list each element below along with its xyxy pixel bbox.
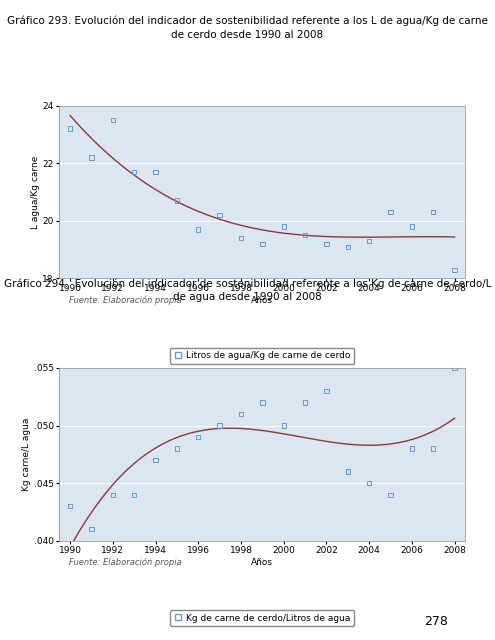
- Point: [195, 432, 202, 442]
- X-axis label: Años: Años: [251, 558, 273, 567]
- Point: [429, 207, 437, 218]
- Point: [387, 207, 395, 218]
- Point: [408, 221, 416, 232]
- Point: [365, 236, 373, 246]
- Point: [151, 167, 159, 177]
- Point: [66, 501, 74, 511]
- Point: [387, 490, 395, 500]
- Point: [322, 386, 330, 396]
- Point: [173, 444, 181, 454]
- Point: [365, 478, 373, 488]
- Point: [173, 196, 181, 206]
- Point: [151, 455, 159, 465]
- Y-axis label: L agua/Kg carne: L agua/Kg carne: [31, 156, 40, 228]
- Text: Gráfico 294.  Evolución del indicador de sostenibilidad referente a los Kg de ca: Gráfico 294. Evolución del indicador de …: [4, 278, 491, 302]
- Point: [258, 397, 266, 408]
- Legend: Kg de carne de cerdo/Litros de agua: Kg de carne de cerdo/Litros de agua: [170, 610, 354, 626]
- Point: [216, 210, 224, 220]
- Point: [301, 230, 309, 241]
- Point: [109, 490, 117, 500]
- Y-axis label: Kg carne/L agua: Kg carne/L agua: [22, 418, 31, 491]
- Point: [216, 420, 224, 431]
- Point: [450, 265, 458, 275]
- Point: [344, 467, 352, 477]
- Text: 278: 278: [424, 616, 447, 628]
- Point: [195, 225, 202, 235]
- Point: [408, 444, 416, 454]
- Point: [237, 409, 245, 419]
- Legend: Litros de agua/Kg de carne de cerdo: Litros de agua/Kg de carne de cerdo: [170, 348, 354, 364]
- Text: Gráfico 293. Evolución del indicador de sostenibilidad referente a los L de agua: Gráfico 293. Evolución del indicador de …: [7, 16, 488, 40]
- Point: [258, 239, 266, 249]
- Point: [88, 152, 96, 163]
- Point: [130, 490, 138, 500]
- Point: [280, 221, 288, 232]
- Point: [130, 167, 138, 177]
- Point: [280, 420, 288, 431]
- Point: [429, 444, 437, 454]
- X-axis label: Años: Años: [251, 296, 273, 305]
- Point: [322, 239, 330, 249]
- Point: [109, 115, 117, 125]
- Point: [344, 242, 352, 252]
- Text: Fuente: Elaboración propia: Fuente: Elaboración propia: [69, 557, 182, 567]
- Text: Fuente: Elaboración propia: Fuente: Elaboración propia: [69, 295, 182, 305]
- Point: [88, 524, 96, 534]
- Point: [301, 397, 309, 408]
- Point: [450, 363, 458, 373]
- Point: [237, 233, 245, 243]
- Point: [66, 124, 74, 134]
